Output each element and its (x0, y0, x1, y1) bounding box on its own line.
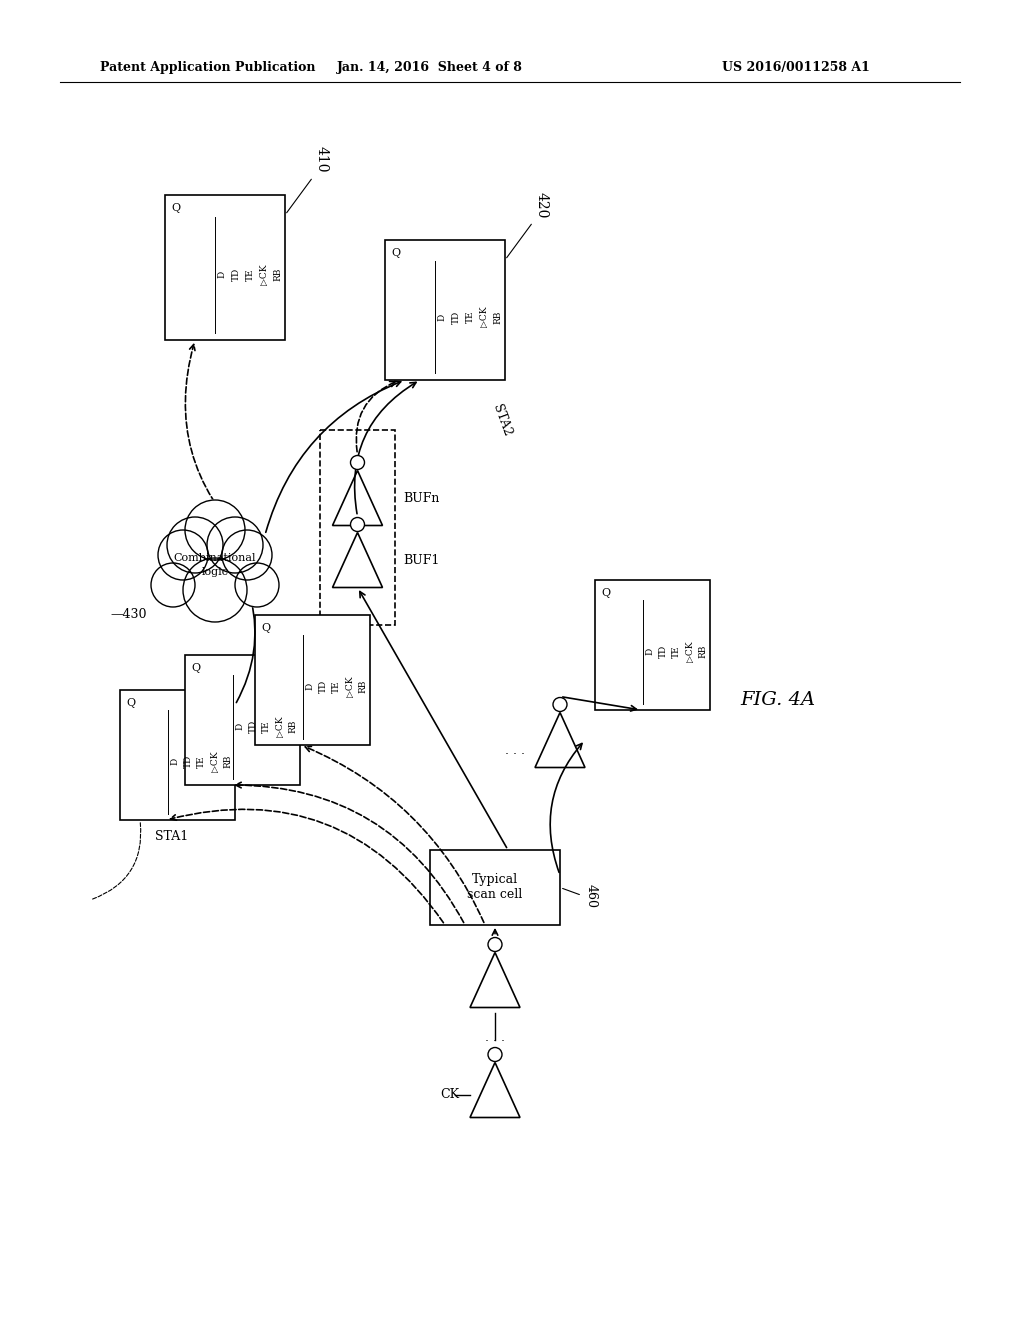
Circle shape (488, 937, 502, 952)
Text: RB: RB (358, 680, 368, 693)
Text: STA2: STA2 (490, 403, 514, 438)
Circle shape (222, 531, 272, 579)
Circle shape (234, 564, 279, 607)
Text: D: D (438, 313, 446, 321)
Text: TE: TE (246, 268, 255, 281)
Text: RB: RB (698, 644, 708, 659)
Text: ▷CK: ▷CK (479, 306, 488, 327)
Text: TE: TE (262, 721, 271, 733)
Text: Q: Q (191, 663, 200, 673)
Text: Typical
scan cell: Typical scan cell (467, 874, 522, 902)
Text: RB: RB (224, 755, 232, 768)
Text: TE: TE (332, 680, 341, 693)
Circle shape (151, 564, 195, 607)
Text: CK: CK (440, 1089, 459, 1101)
Text: D: D (236, 723, 245, 730)
Text: Q: Q (261, 623, 270, 634)
Polygon shape (470, 953, 520, 1007)
Bar (255, 615, 370, 744)
Polygon shape (535, 713, 585, 767)
Circle shape (185, 500, 245, 560)
Text: TD: TD (249, 719, 258, 733)
Bar (120, 690, 234, 820)
Polygon shape (333, 470, 383, 525)
Text: TD: TD (184, 755, 193, 768)
Bar (430, 850, 560, 925)
Text: D: D (305, 682, 314, 690)
Bar (595, 579, 710, 710)
Text: —430: —430 (110, 609, 146, 622)
Text: .
.
.: . . . (355, 506, 359, 558)
Text: TD: TD (318, 680, 328, 693)
Polygon shape (333, 532, 383, 587)
Circle shape (183, 558, 247, 622)
Circle shape (553, 697, 567, 711)
Bar (185, 655, 300, 785)
Text: ▷CK: ▷CK (211, 751, 219, 772)
Text: ▷CK: ▷CK (275, 717, 285, 737)
Circle shape (488, 1048, 502, 1061)
Text: BUF1: BUF1 (403, 553, 439, 566)
Text: Patent Application Publication: Patent Application Publication (100, 62, 315, 74)
Text: FIG. 4A: FIG. 4A (740, 690, 815, 709)
Text: . . .: . . . (485, 1031, 505, 1044)
Circle shape (158, 531, 208, 579)
Circle shape (167, 517, 223, 573)
Bar (385, 240, 505, 380)
Text: TE: TE (466, 310, 475, 323)
Circle shape (207, 517, 263, 573)
Text: Combinational
logic: Combinational logic (174, 553, 256, 577)
Text: . . .: . . . (505, 743, 525, 756)
Text: RB: RB (494, 310, 503, 323)
Text: Q: Q (126, 698, 135, 708)
Text: 460: 460 (585, 883, 598, 908)
Circle shape (350, 517, 365, 532)
Text: TD: TD (658, 645, 668, 659)
Text: TD: TD (452, 310, 461, 323)
Text: D: D (218, 271, 227, 279)
Text: TE: TE (198, 755, 206, 768)
Text: BUFn: BUFn (403, 491, 439, 504)
Bar (165, 195, 285, 341)
Text: ▷CK: ▷CK (685, 642, 694, 661)
Text: D: D (645, 648, 654, 655)
Text: Q: Q (391, 248, 400, 257)
Text: Jan. 14, 2016  Sheet 4 of 8: Jan. 14, 2016 Sheet 4 of 8 (337, 62, 523, 74)
Text: TE: TE (672, 645, 681, 657)
Polygon shape (470, 1063, 520, 1118)
Text: D: D (170, 758, 179, 766)
Text: TD: TD (231, 268, 241, 281)
Text: RB: RB (273, 268, 283, 281)
Circle shape (350, 455, 365, 470)
Text: ▷CK: ▷CK (260, 264, 268, 285)
Text: STA1: STA1 (155, 830, 188, 843)
Text: US 2016/0011258 A1: US 2016/0011258 A1 (722, 62, 870, 74)
Text: ▷CK: ▷CK (345, 676, 354, 697)
Text: Q: Q (601, 587, 610, 598)
Text: 410: 410 (315, 147, 329, 173)
Text: RB: RB (289, 719, 298, 733)
Text: Q: Q (171, 203, 180, 213)
Text: 420: 420 (535, 191, 549, 218)
Bar (319, 430, 395, 624)
